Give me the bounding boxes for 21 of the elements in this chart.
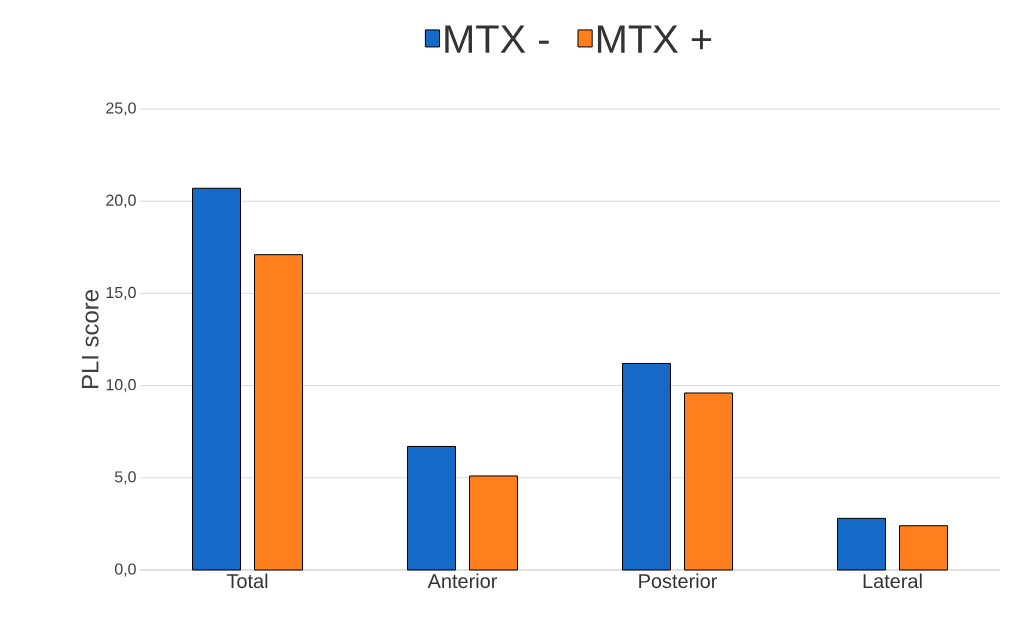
bar xyxy=(899,525,949,571)
y-tick-label: 15,0 xyxy=(106,286,136,300)
legend-label: MTX + xyxy=(597,25,712,53)
x-tick-label: Total xyxy=(226,573,268,589)
x-tick-label: Lateral xyxy=(863,573,922,589)
x-tick-label: Anterior xyxy=(427,573,498,589)
bar xyxy=(837,517,887,571)
y-axis-title: PLI score xyxy=(81,290,99,389)
y-tick-label: 20,0 xyxy=(106,194,136,208)
x-tick-label: Posterior xyxy=(639,573,718,589)
y-tick-label: 0,0 xyxy=(114,563,136,577)
y-tick-label: 5,0 xyxy=(114,471,136,485)
bar xyxy=(407,445,456,571)
bar xyxy=(684,392,733,571)
bar xyxy=(192,187,241,571)
legend-label: MTX - xyxy=(445,25,549,53)
bar xyxy=(254,254,303,571)
bar xyxy=(622,362,671,571)
y-tick-label: 10,0 xyxy=(106,379,136,393)
y-tick-label: 25,0 xyxy=(106,102,136,116)
bar xyxy=(469,475,518,571)
